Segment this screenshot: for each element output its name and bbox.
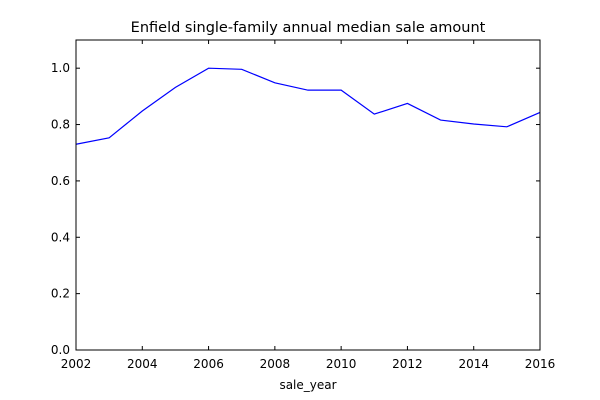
- x-tick-label: 2016: [525, 357, 556, 371]
- y-tick-label: 1.0: [51, 61, 70, 75]
- y-tick-label: 0.6: [51, 174, 70, 188]
- plot-frame: [75, 39, 541, 351]
- x-tick-label: 2014: [458, 357, 489, 371]
- x-tick-label: 2008: [260, 357, 291, 371]
- series-line: [75, 67, 541, 145]
- x-tick-label: 2010: [326, 357, 357, 371]
- x-tick-label: 2006: [193, 357, 224, 371]
- y-tick-label: 0.8: [51, 118, 70, 132]
- x-tick-label: 2012: [392, 357, 423, 371]
- x-tick-label: 2002: [61, 357, 92, 371]
- y-tick-label: 0.4: [51, 230, 70, 244]
- chart-title: Enfield single-family annual median sale…: [131, 20, 486, 36]
- x-tick-label: 2004: [127, 357, 158, 371]
- x-axis-label: sale_year: [279, 378, 336, 392]
- y-tick-label: 0.2: [51, 287, 70, 301]
- plot-area: 2002 2004 2006 2008 2010 2012 2014 2016 0.0 0.2 0.…: [51, 39, 556, 371]
- y-tick-label: 0.0: [51, 343, 70, 357]
